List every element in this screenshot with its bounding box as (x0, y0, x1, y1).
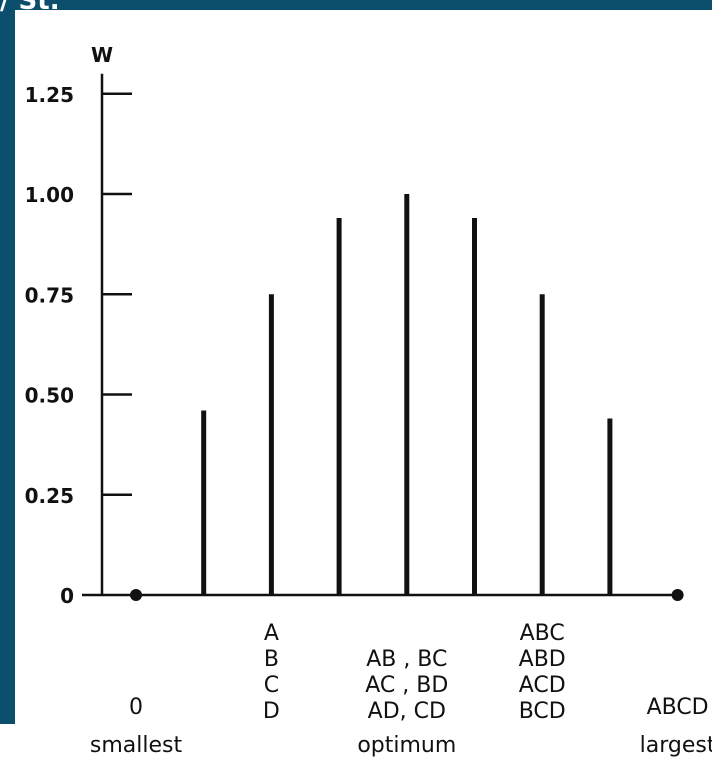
panel-bottom-band (0, 724, 15, 759)
category-label: AB , BC (366, 647, 447, 672)
y-tick-label: 0.50 (25, 384, 74, 408)
endpoint-marker (130, 589, 142, 601)
y-tick-label: 1.25 (25, 83, 74, 107)
y-tick-label: 0.75 (25, 283, 74, 307)
category-label: B (264, 647, 279, 672)
category-label: AD, CD (368, 699, 446, 724)
category-label: ABD (519, 647, 566, 672)
x-descriptor-label: optimum (357, 733, 456, 758)
x-category-label: ABCD (647, 695, 709, 720)
category-label: AC , BD (365, 673, 448, 698)
y-tick-label: 1.00 (25, 183, 74, 207)
category-label: ACD (519, 673, 566, 698)
chart-panel: W 1.25 1.00 0.75 0.50 0.25 0 A B C D AB , BC AC , BD… (15, 10, 712, 759)
x-category-label: 0 (129, 695, 143, 720)
category-label: C (264, 673, 279, 698)
category-label: ABC (520, 621, 565, 646)
category-label: A (264, 621, 279, 646)
x-descriptor-label: smallest (90, 733, 183, 758)
y-tick-label: 0.25 (25, 484, 74, 508)
y-tick-label: 0 (60, 584, 74, 608)
y-axis-label: W (91, 43, 113, 67)
endpoint-marker (671, 589, 684, 601)
category-label: D (263, 699, 280, 724)
x-descriptor-label: largest (640, 733, 712, 758)
category-label: BCD (519, 699, 566, 724)
